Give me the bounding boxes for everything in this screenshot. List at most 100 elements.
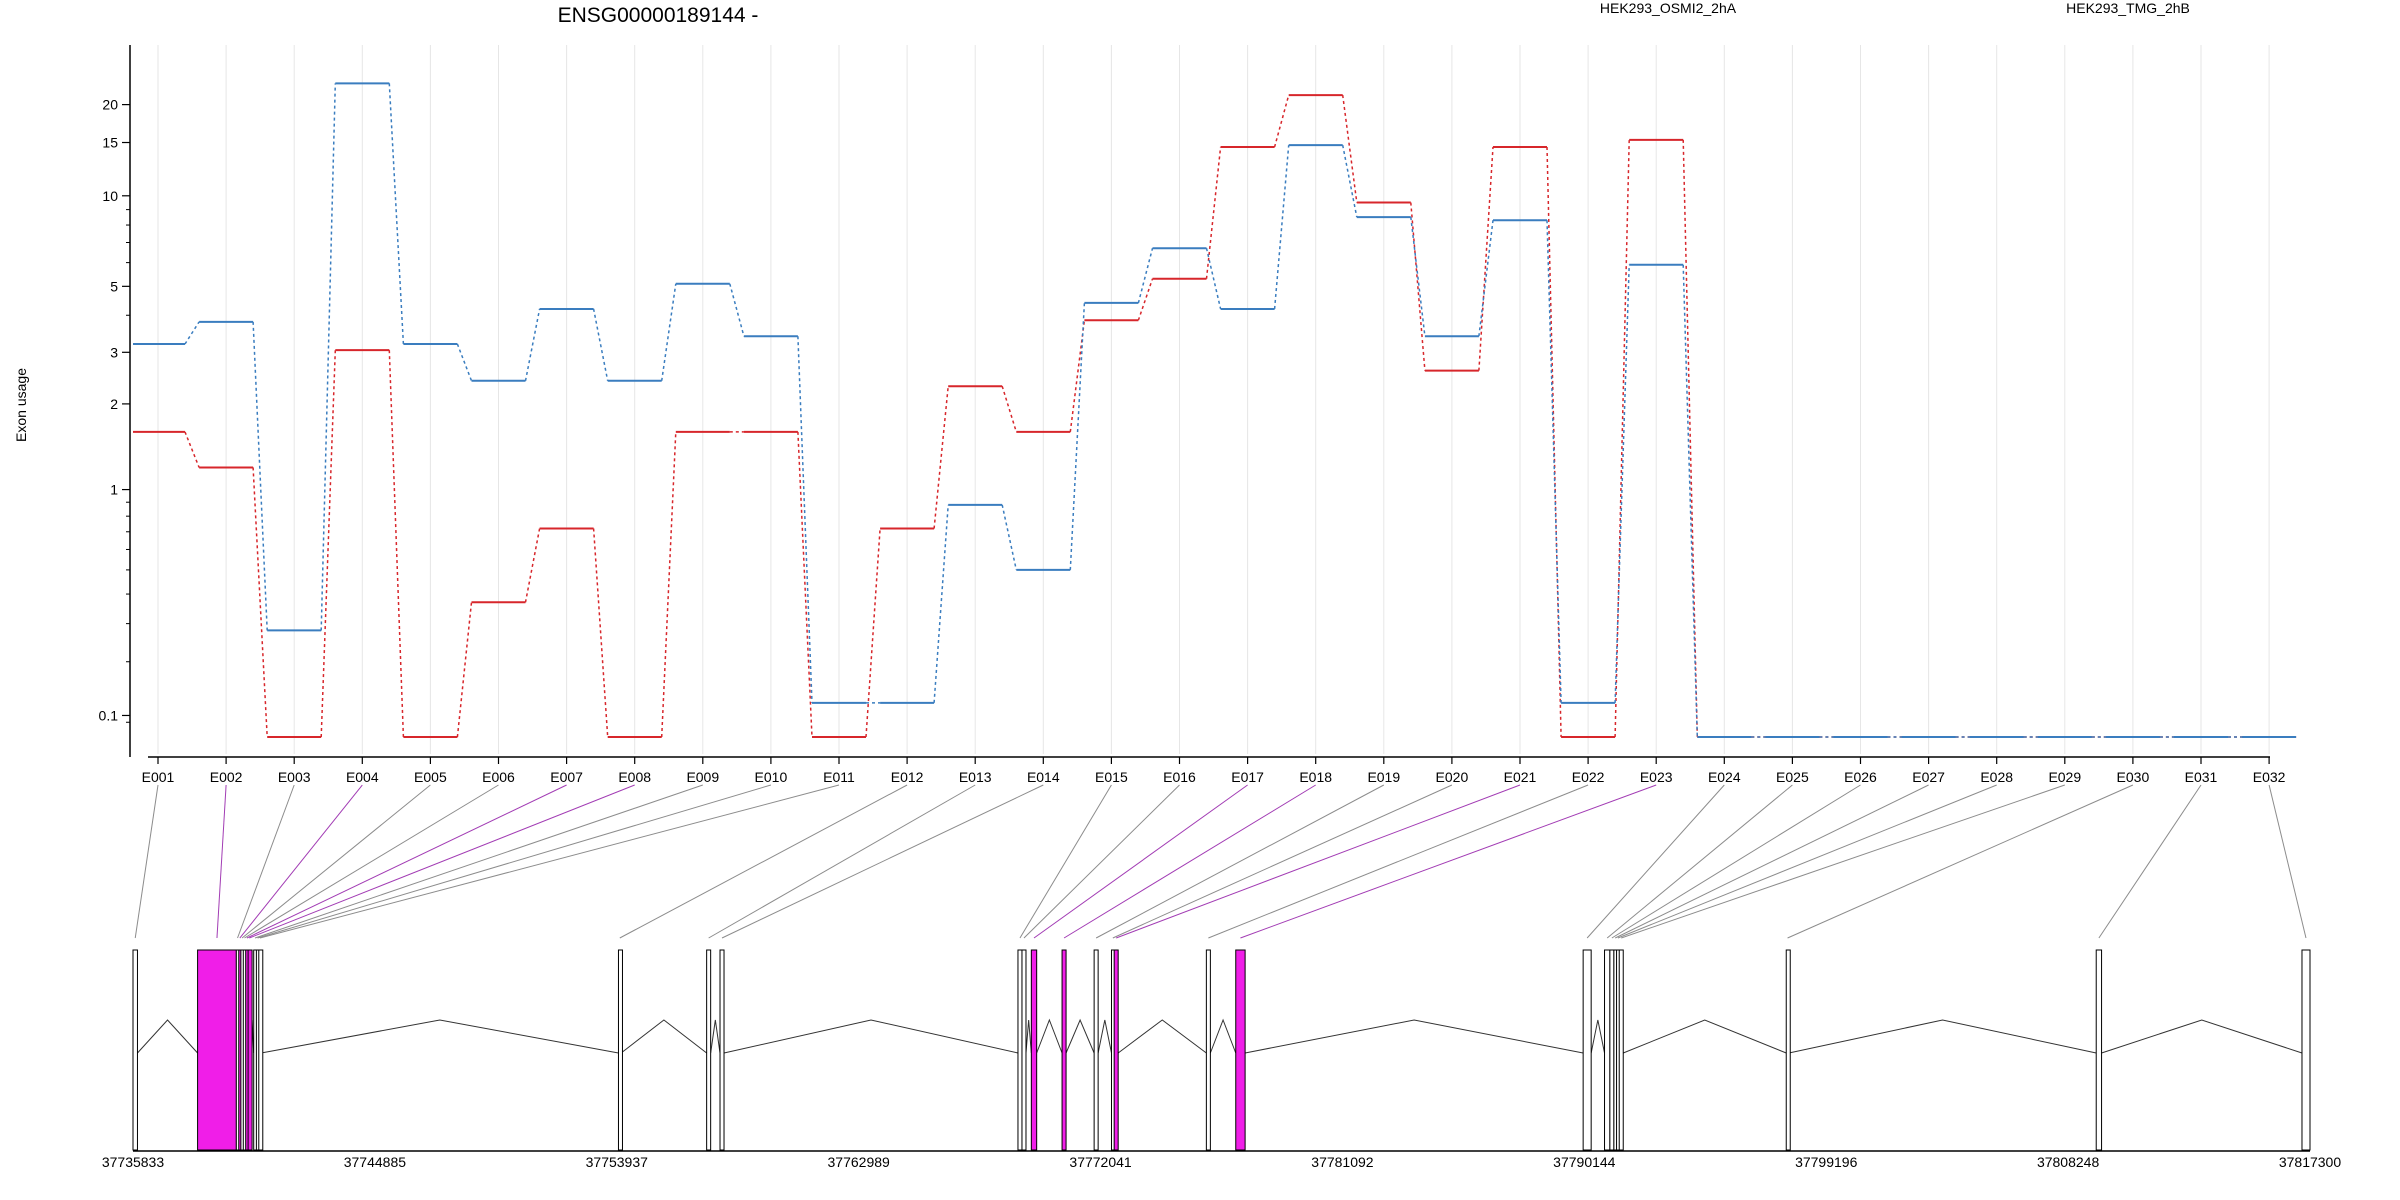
series-connector <box>1478 220 1494 337</box>
genome-tick-label: 37735833 <box>102 1154 165 1170</box>
series-connector <box>1410 202 1426 371</box>
legend: HEK293_OSMI2_2hA HEK293_TMG_2hB <box>1600 0 2190 16</box>
series-connector <box>320 350 337 738</box>
y-tick-label: 0.1 <box>99 707 119 723</box>
series-connector <box>1682 139 1699 738</box>
exon-connector-line <box>254 784 703 939</box>
y-tick-label: 3 <box>110 344 118 360</box>
exon-box <box>1785 949 1791 1151</box>
intron-line <box>620 1019 707 1054</box>
x-tick-label: E013 <box>959 769 992 785</box>
x-tick-label: E029 <box>2048 769 2081 785</box>
exon-box <box>617 949 623 1151</box>
genome-tick-label: 37744885 <box>344 1154 407 1170</box>
x-tick-label: E003 <box>278 769 311 785</box>
x-tick-label: E022 <box>1572 769 1605 785</box>
y-tick-label: 1 <box>110 482 118 498</box>
x-tick-label: E006 <box>482 769 515 785</box>
exon-box <box>1017 949 1023 1151</box>
intron-line <box>1590 1019 1606 1054</box>
intron-line <box>1117 1019 1207 1054</box>
x-tick-label: E031 <box>2185 769 2218 785</box>
exon-connector-line <box>1063 784 1316 939</box>
series-connector <box>1546 146 1562 738</box>
x-tick-label: E007 <box>550 769 583 785</box>
exon-connector-line <box>1095 784 1385 939</box>
genome-tick-label: 37753937 <box>586 1154 649 1170</box>
series-connector <box>320 83 337 631</box>
x-tick-label: E014 <box>1027 769 1060 785</box>
exon-connector-line <box>239 784 363 939</box>
series-connector <box>184 431 200 468</box>
series-connector <box>184 321 200 345</box>
exon-box <box>1205 949 1211 1151</box>
x-tick-label: E024 <box>1708 769 1741 785</box>
x-tick-label: E009 <box>686 769 719 785</box>
x-tick-label: E017 <box>1231 769 1264 785</box>
exon-box <box>1609 949 1615 1151</box>
intron-line <box>1209 1018 1237 1054</box>
genome-tick-label: 37790144 <box>1553 1154 1616 1170</box>
x-tick-label: E028 <box>1980 769 2013 785</box>
intron-line <box>1245 1019 1584 1054</box>
series-connector <box>592 308 609 381</box>
genome-tick-label: 37817300 <box>2279 1154 2342 1170</box>
x-tick-label: E027 <box>1912 769 1945 785</box>
axes: 0.1 1 2 3 5 10 15 20 E001 E002 E003 E004 E005 E006 E00… <box>99 45 2286 785</box>
series-connector <box>1546 220 1562 703</box>
exon-box <box>1582 949 1592 1151</box>
y-tick-label: 15 <box>102 135 118 151</box>
y-tick-label: 20 <box>102 97 118 113</box>
series-connector <box>729 283 745 337</box>
exon-connector-line <box>1606 784 1793 939</box>
exon-box <box>2301 949 2311 1151</box>
series-lines <box>133 82 2297 738</box>
exon-connector-line <box>2098 784 2202 939</box>
exon-box <box>197 949 237 1151</box>
exon-connector-line <box>1617 784 1997 939</box>
intron-line <box>137 1019 198 1054</box>
exon-connector-line <box>1787 784 2134 939</box>
x-tick-label: E016 <box>1163 769 1196 785</box>
x-tick-label: E010 <box>755 769 788 785</box>
x-tick-label: E023 <box>1640 769 1673 785</box>
exon-box <box>1093 949 1099 1151</box>
x-tick-label: E026 <box>1844 769 1877 785</box>
exon-connector-line <box>1112 784 1453 939</box>
genome-axis: 37735833 37744885 37753937 37762989 37772041… <box>102 1150 2342 1170</box>
series-connector <box>1137 278 1154 321</box>
exon-box <box>247 949 253 1151</box>
exon-connector-line <box>2268 784 2307 939</box>
series-2 <box>133 82 2297 738</box>
series-connector <box>252 467 268 738</box>
exon-connector-line <box>237 784 295 939</box>
exon-box <box>2095 949 2103 1151</box>
series-1 <box>133 94 2297 738</box>
series-connector <box>592 528 609 738</box>
x-tick-label: E004 <box>346 769 379 785</box>
exon-box <box>1021 949 1027 1151</box>
series-connector <box>252 321 268 631</box>
series-connector <box>1001 385 1018 433</box>
exon-connector-line <box>1621 784 2065 939</box>
exon-connector-line <box>257 784 772 939</box>
x-tick-label: E020 <box>1436 769 1469 785</box>
intron-line <box>1623 1019 1787 1054</box>
genome-tick-label: 37781092 <box>1311 1154 1374 1170</box>
gene-model <box>132 949 2311 1151</box>
x-tick-label: E025 <box>1776 769 1809 785</box>
exon-connector-line <box>249 784 635 939</box>
exon-connectors <box>134 784 2307 939</box>
y-axis-label: Exon usage <box>13 368 29 442</box>
exon-box <box>719 949 725 1151</box>
exon-box <box>258 949 264 1151</box>
exon-connector-line <box>1614 784 1929 939</box>
series-connector <box>456 343 473 382</box>
exon-connector-line <box>708 784 976 939</box>
y-tick-label: 2 <box>110 396 118 412</box>
intron-line <box>1036 1018 1063 1054</box>
series-connector <box>1205 146 1222 279</box>
genome-tick-label: 37808248 <box>2037 1154 2100 1170</box>
series-connector <box>1410 217 1426 337</box>
